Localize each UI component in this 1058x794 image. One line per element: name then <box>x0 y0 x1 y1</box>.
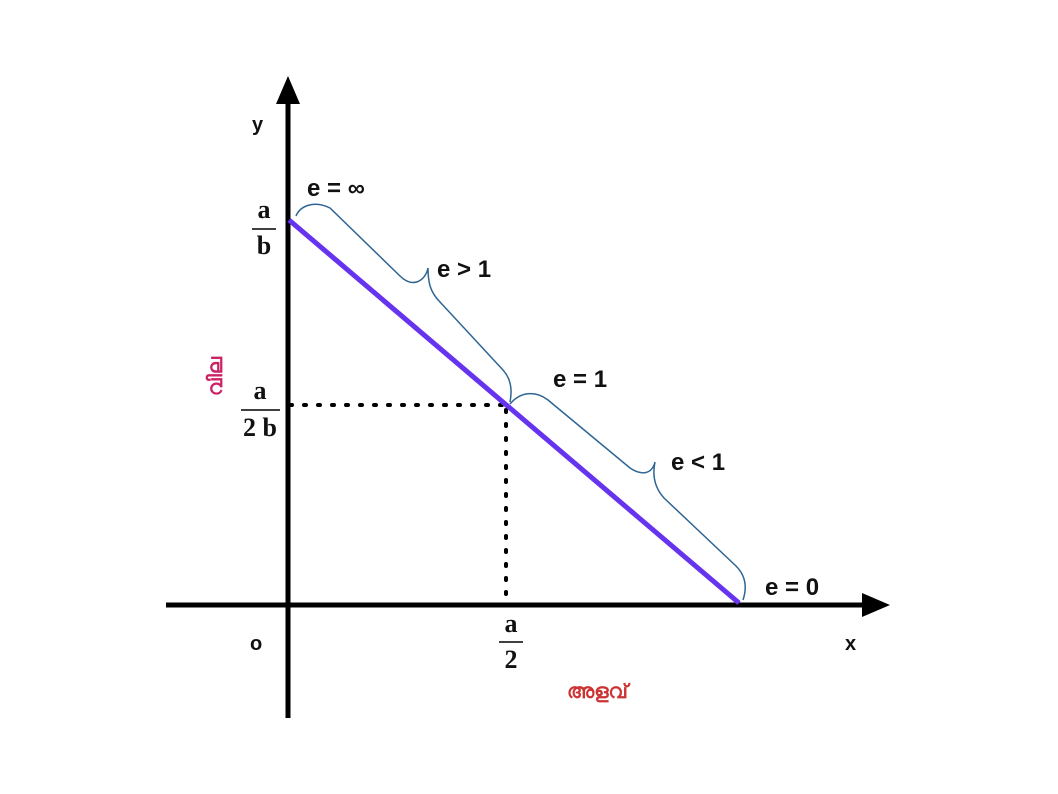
x-axis-name: x <box>845 633 856 655</box>
brace-lower <box>509 392 746 601</box>
y-tick-top-denominator: b <box>257 231 271 260</box>
origin-label: o <box>250 633 262 655</box>
label-e-equal-1: e = 1 <box>553 366 607 393</box>
y-tick-top-numerator: a <box>258 195 271 224</box>
brace-upper <box>295 203 512 403</box>
x-axis-arrow <box>862 593 890 617</box>
x-tick-mid-denominator: 2 <box>505 645 518 674</box>
demand-line <box>287 218 741 605</box>
y-axis-title: വില <box>203 356 227 396</box>
label-e-greater-1: e > 1 <box>437 256 491 283</box>
y-axis-arrow <box>276 76 300 104</box>
x-tick-mid-numerator: a <box>505 609 518 638</box>
y-axis-name: y <box>252 114 264 136</box>
label-e-infinite: e = ∞ <box>307 175 365 202</box>
label-e-less-1: e < 1 <box>671 449 725 476</box>
label-e-zero: e = 0 <box>765 574 819 601</box>
x-axis-title: അളവ് <box>567 679 631 703</box>
y-tick-mid-denominator: 2 b <box>243 413 277 442</box>
y-tick-mid-numerator: a <box>254 376 267 405</box>
